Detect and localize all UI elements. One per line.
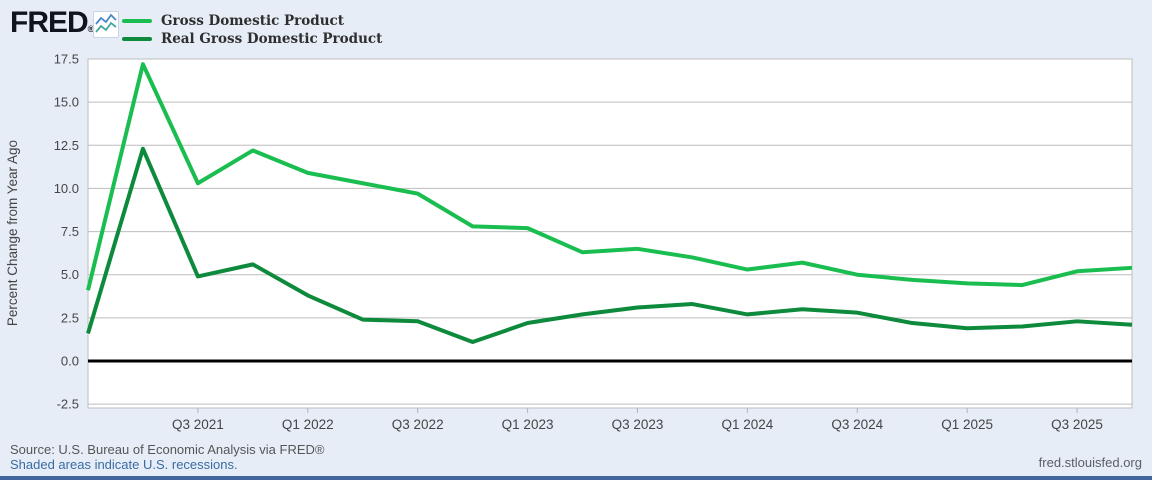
y-axis-tick-label: 5.0 bbox=[61, 267, 79, 282]
fred-logo-text: FRED bbox=[10, 6, 89, 39]
y-axis-tick-label: 12.5 bbox=[54, 138, 79, 153]
y-axis-tick-label: -2.5 bbox=[57, 397, 79, 412]
bottom-accent-bar bbox=[0, 476, 1152, 480]
x-axis-tick-label: Q3 2023 bbox=[612, 417, 664, 432]
legend-label-gdp: Gross Domestic Product bbox=[161, 13, 344, 29]
legend-item-real-gdp: Real Gross Domestic Product bbox=[122, 30, 382, 48]
y-axis-tick-label: 17.5 bbox=[54, 52, 79, 67]
real-gross-domestic-product-line bbox=[86, 146, 1133, 345]
x-axis-tick-label: Q3 2025 bbox=[1051, 417, 1103, 432]
x-axis-tick-label: Q3 2021 bbox=[172, 417, 224, 432]
legend-item-gdp: Gross Domestic Product bbox=[122, 12, 382, 30]
x-axis-tick-label: Q1 2023 bbox=[502, 417, 554, 432]
source-note: Source: U.S. Bureau of Economic Analysis… bbox=[10, 442, 325, 457]
registered-mark: ® bbox=[87, 24, 95, 34]
y-axis-tick-label: 7.5 bbox=[61, 224, 79, 239]
real-gdp-swatch bbox=[122, 37, 152, 41]
y-axis-tick-label: 10.0 bbox=[54, 181, 79, 196]
gross-domestic-product-line bbox=[86, 62, 1133, 291]
x-axis-tick-label: Q1 2025 bbox=[941, 417, 993, 432]
fred-logo[interactable]: FRED® bbox=[10, 8, 94, 44]
recessions-link[interactable]: Shaded areas indicate U.S. recessions. bbox=[10, 457, 238, 472]
site-link[interactable]: fred.stlouisfed.org bbox=[1038, 455, 1142, 470]
y-axis-tick-label: 2.5 bbox=[61, 310, 79, 325]
y-axis-tick-label: 0.0 bbox=[61, 354, 79, 369]
x-axis-tick-label: Q1 2024 bbox=[721, 417, 773, 432]
plot-border bbox=[87, 58, 1133, 409]
x-axis-tick-label: Q3 2024 bbox=[831, 417, 883, 432]
x-axis-tick-label: Q3 2022 bbox=[392, 417, 444, 432]
legend-label-real-gdp: Real Gross Domestic Product bbox=[161, 31, 383, 47]
gdp-swatch bbox=[122, 19, 152, 23]
legend: Gross Domestic Product Real Gross Domest… bbox=[122, 12, 382, 48]
line-chart-icon bbox=[95, 13, 117, 33]
y-axis-tick-label: 15.0 bbox=[54, 95, 79, 110]
x-axis-tick-label: Q1 2022 bbox=[282, 417, 334, 432]
plot-background bbox=[88, 59, 1132, 408]
fred-chart-icon bbox=[93, 11, 119, 38]
